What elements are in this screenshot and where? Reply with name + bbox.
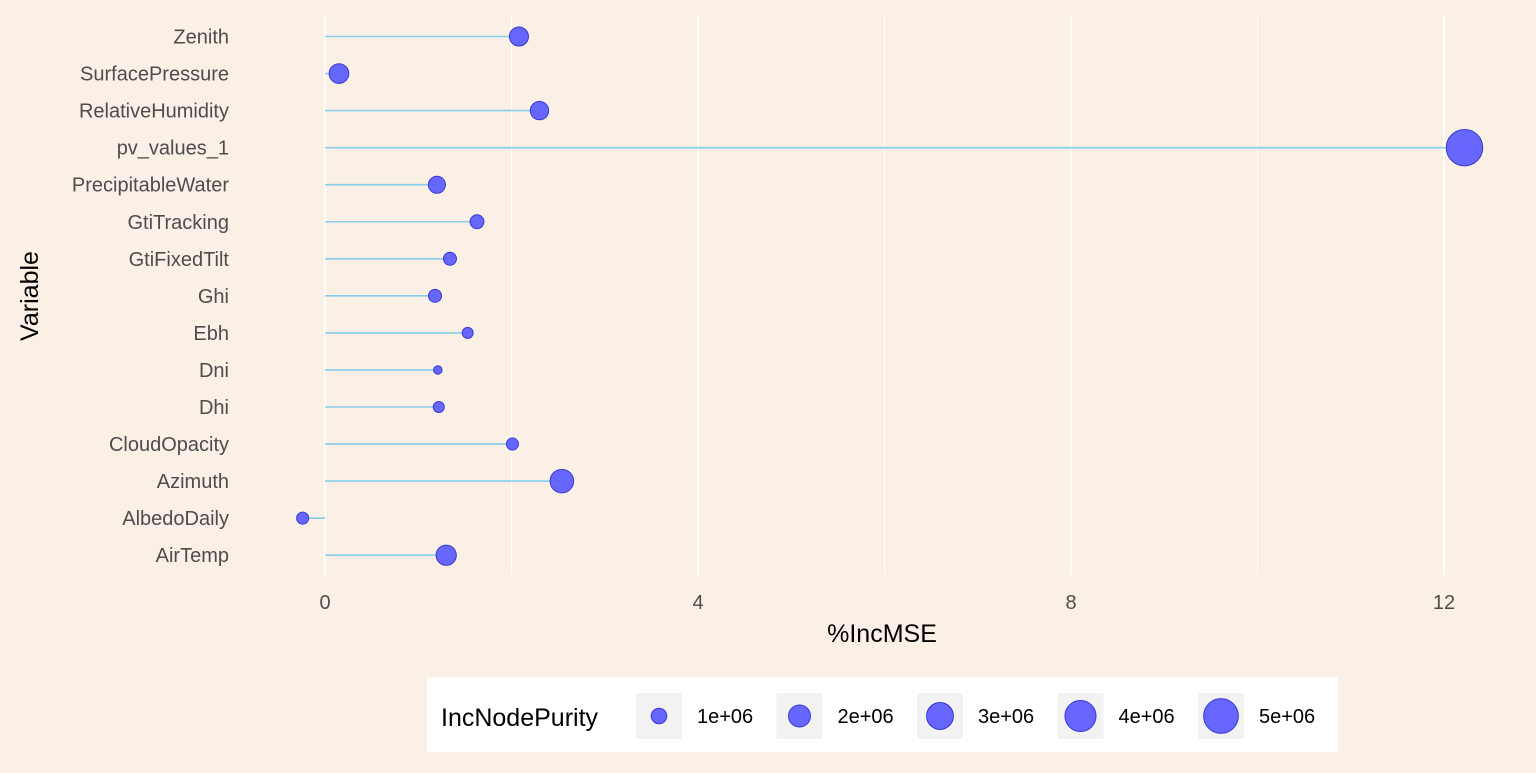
y-tick-label: Dni [199, 360, 229, 382]
y-tick-label: Ebh [193, 323, 229, 345]
legend: IncNodePurity 1e+06 2e+06 3e+06 4e+06 5e+06 [427, 677, 1338, 752]
legend-key-point [1203, 698, 1239, 734]
lollipop-point [427, 175, 446, 194]
lollipop-point [1445, 128, 1484, 167]
x-tick-label: 8 [1065, 592, 1076, 614]
lollipop-point [433, 365, 443, 375]
lollipop-point [508, 26, 529, 47]
legend-keys: 1e+06 2e+06 3e+06 4e+06 5e+06 [636, 693, 1315, 739]
y-tick-label: pv_values_1 [117, 138, 229, 160]
lollipop-point [328, 63, 350, 84]
x-tick-label: 12 [1433, 592, 1455, 614]
lollipop-point [428, 288, 443, 303]
legend-key-point [926, 702, 954, 730]
y-tick-label: AlbedoDaily [122, 508, 229, 530]
y-tick-label: SurfacePressure [80, 64, 229, 86]
y-tick-label: GtiTracking [127, 212, 229, 234]
legend-key-point [1064, 699, 1097, 733]
lollipop-point [432, 401, 445, 413]
x-axis-title: %IncMSE [827, 620, 937, 648]
x-tick-label: 4 [692, 592, 703, 614]
y-tick-label: Zenith [173, 27, 229, 49]
x-tick-labels: 0 4 8 12 [319, 592, 1455, 614]
segment-layer [302, 35, 1465, 557]
legend-key-point [650, 707, 668, 725]
x-tick-label: 0 [319, 592, 330, 614]
legend-label: 2e+06 [838, 706, 894, 728]
lollipop-point [461, 326, 474, 339]
point-layer [296, 26, 1484, 566]
legend-label: 3e+06 [978, 706, 1034, 728]
legend-label: 5e+06 [1259, 706, 1315, 728]
y-axis-title: Variable [16, 251, 44, 341]
y-tick-label: Azimuth [157, 471, 229, 493]
y-tick-label: AirTemp [156, 545, 229, 567]
y-tick-labels: Zenith SurfacePressure RelativeHumidity pv_… [72, 27, 230, 568]
y-tick-label: PrecipitableWater [72, 175, 229, 197]
lollipop-point [505, 437, 519, 451]
y-tick-label: Dhi [199, 397, 229, 419]
lollipop-point [469, 214, 485, 230]
lollipop-point [529, 100, 550, 121]
legend-background [427, 677, 1338, 752]
y-tick-label: GtiFixedTilt [129, 249, 230, 271]
legend-key-point [788, 704, 811, 728]
legend-label: 1e+06 [697, 706, 753, 728]
legend-title: IncNodePurity [441, 704, 599, 732]
grid-layer [324, 15, 1445, 575]
y-tick-label: CloudOpacity [109, 434, 229, 456]
lollipop-point [549, 468, 575, 494]
y-tick-label: RelativeHumidity [79, 101, 229, 123]
lollipop-point [442, 251, 457, 266]
legend-label: 4e+06 [1119, 706, 1175, 728]
y-tick-label: Ghi [198, 286, 229, 308]
lollipop-point [435, 544, 457, 566]
lollipop-point [296, 511, 310, 525]
